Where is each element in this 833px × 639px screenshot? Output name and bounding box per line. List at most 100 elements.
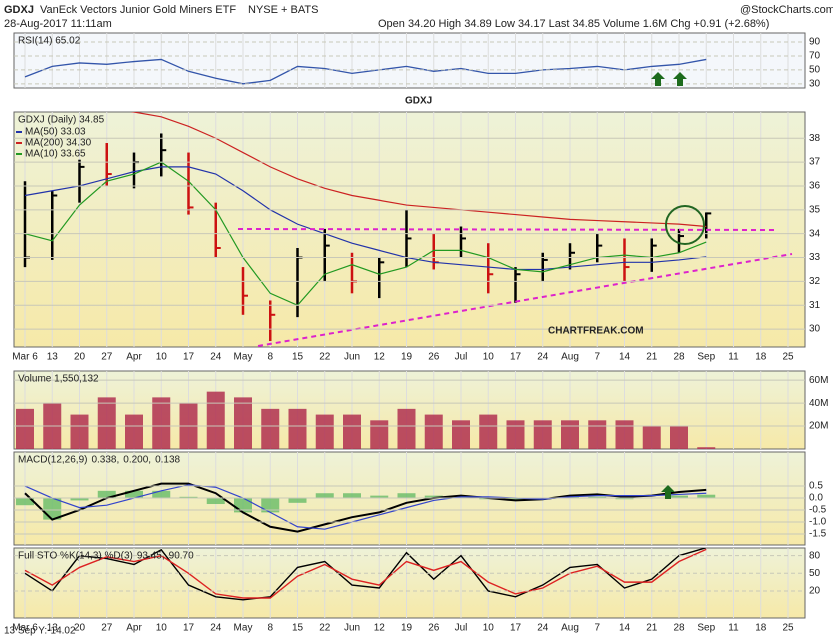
- bar: [152, 397, 171, 449]
- y-tick-label: 33: [809, 252, 821, 263]
- x-tick-label: 19: [401, 352, 413, 363]
- x-tick-label: 7: [594, 352, 600, 363]
- histogram-bar: [424, 495, 443, 499]
- legend-label: 0.138: [155, 455, 180, 466]
- x-tick-label: 25: [782, 352, 794, 363]
- histogram-bar: [343, 493, 361, 499]
- x-tick-label: 13: [47, 352, 59, 363]
- x-tick-label: 17: [510, 623, 522, 634]
- x-tick-label: 12: [374, 352, 386, 363]
- x-tick-label: 24: [537, 623, 549, 634]
- y-tick-label: 70: [809, 51, 821, 62]
- x-tick-label: 10: [156, 623, 168, 634]
- bar: [288, 408, 307, 449]
- x-tick-label: Aug: [561, 623, 579, 634]
- exchange: NYSE + BATS: [248, 4, 318, 16]
- panel-title: MACD(12,26,9): [18, 455, 87, 466]
- bar: [70, 414, 89, 449]
- y-tick-label: 50: [809, 568, 821, 579]
- x-tick-label: 15: [292, 352, 304, 363]
- x-tick-label: 11: [728, 352, 739, 363]
- y-tick-label: 20: [809, 586, 821, 597]
- bar: [206, 391, 225, 449]
- bar: [697, 447, 716, 449]
- panel: [24, 548, 789, 618]
- bar: [315, 414, 334, 449]
- arrow: [651, 72, 665, 86]
- x-tick-label: 21: [646, 352, 658, 363]
- series-line: [24, 548, 707, 599]
- y-tick-label: 36: [809, 181, 821, 192]
- source: @StockCharts.com: [740, 4, 833, 16]
- trendline: [257, 253, 793, 347]
- x-tick-label: 26: [428, 623, 440, 634]
- bar: [397, 408, 416, 449]
- legend-label: MA(10) 33.65: [25, 149, 86, 160]
- bar: [479, 414, 498, 449]
- series-line: [24, 58, 707, 85]
- histogram-bar: [670, 495, 688, 499]
- x-tick-label: 25: [782, 623, 794, 634]
- x-tick-label: 10: [156, 352, 168, 363]
- x-tick-label: 8: [267, 352, 273, 363]
- x-tick-label: 17: [183, 623, 195, 634]
- x-tick-label: Sep: [697, 623, 715, 634]
- y-tick-label: 90: [809, 37, 821, 48]
- arrow: [673, 72, 687, 86]
- bar: [670, 426, 688, 449]
- series-line: [24, 166, 707, 271]
- y-tick-label: 31: [809, 300, 821, 311]
- bar: [370, 420, 389, 449]
- x-tick-label: 11: [728, 623, 739, 634]
- series-line: [24, 484, 707, 530]
- x-tick-label: 10: [483, 352, 495, 363]
- arrow: [661, 485, 675, 499]
- x-tick-label: Mar 6: [12, 352, 38, 363]
- x-tick-label: Apr: [126, 352, 142, 363]
- legend-label: MA(50) 33.03: [25, 127, 86, 138]
- x-tick-label: 18: [755, 352, 767, 363]
- y-tick-label: 50: [809, 65, 821, 76]
- bar: [16, 408, 34, 449]
- x-tick-label: 22: [319, 623, 331, 634]
- x-tick-label: 13: [47, 623, 59, 634]
- x-tick-label: 22: [319, 352, 331, 363]
- series-line: [24, 482, 707, 533]
- histogram-bar: [288, 498, 307, 503]
- x-tick-label: 24: [210, 352, 222, 363]
- x-tick-label: 24: [210, 623, 222, 634]
- bar: [424, 414, 443, 449]
- annotation: CHARTFREAK.COM: [548, 326, 644, 337]
- series-line: [130, 112, 707, 228]
- histogram-bar: [179, 496, 198, 499]
- histogram-bar: [697, 494, 716, 499]
- x-tick-label: 28: [673, 352, 685, 363]
- y-tick-label: -0.5: [809, 505, 827, 516]
- bar: [97, 397, 116, 449]
- x-tick-label: 10: [483, 623, 495, 634]
- panel: [23, 112, 793, 347]
- x-tick-label: Jun: [344, 352, 360, 363]
- panel-title: RSI(14) 65.02: [18, 36, 81, 47]
- histogram-bar: [70, 498, 89, 501]
- bar: [234, 397, 252, 449]
- y-tick-label: 20M: [809, 421, 828, 432]
- x-tick-label: 21: [646, 623, 658, 634]
- panel-title: Full STO %K(14,3) %D(3): [18, 551, 133, 562]
- x-tick-label: 15: [292, 623, 304, 634]
- y-tick-label: 80: [809, 550, 821, 561]
- panel-title: Volume 1,550,132: [18, 374, 99, 385]
- x-tick-label: 17: [183, 352, 195, 363]
- y-tick-label: 34: [809, 228, 821, 239]
- series-line: [24, 161, 707, 306]
- histogram-bar: [397, 493, 416, 499]
- x-tick-label: 18: [755, 623, 767, 634]
- bar: [506, 420, 525, 449]
- bar: [261, 408, 280, 449]
- symbol: GDXJ: [4, 4, 34, 16]
- histogram-bar: [261, 498, 280, 513]
- x-tick-label: 27: [101, 352, 113, 363]
- series-line: [24, 548, 707, 601]
- bar: [343, 414, 361, 449]
